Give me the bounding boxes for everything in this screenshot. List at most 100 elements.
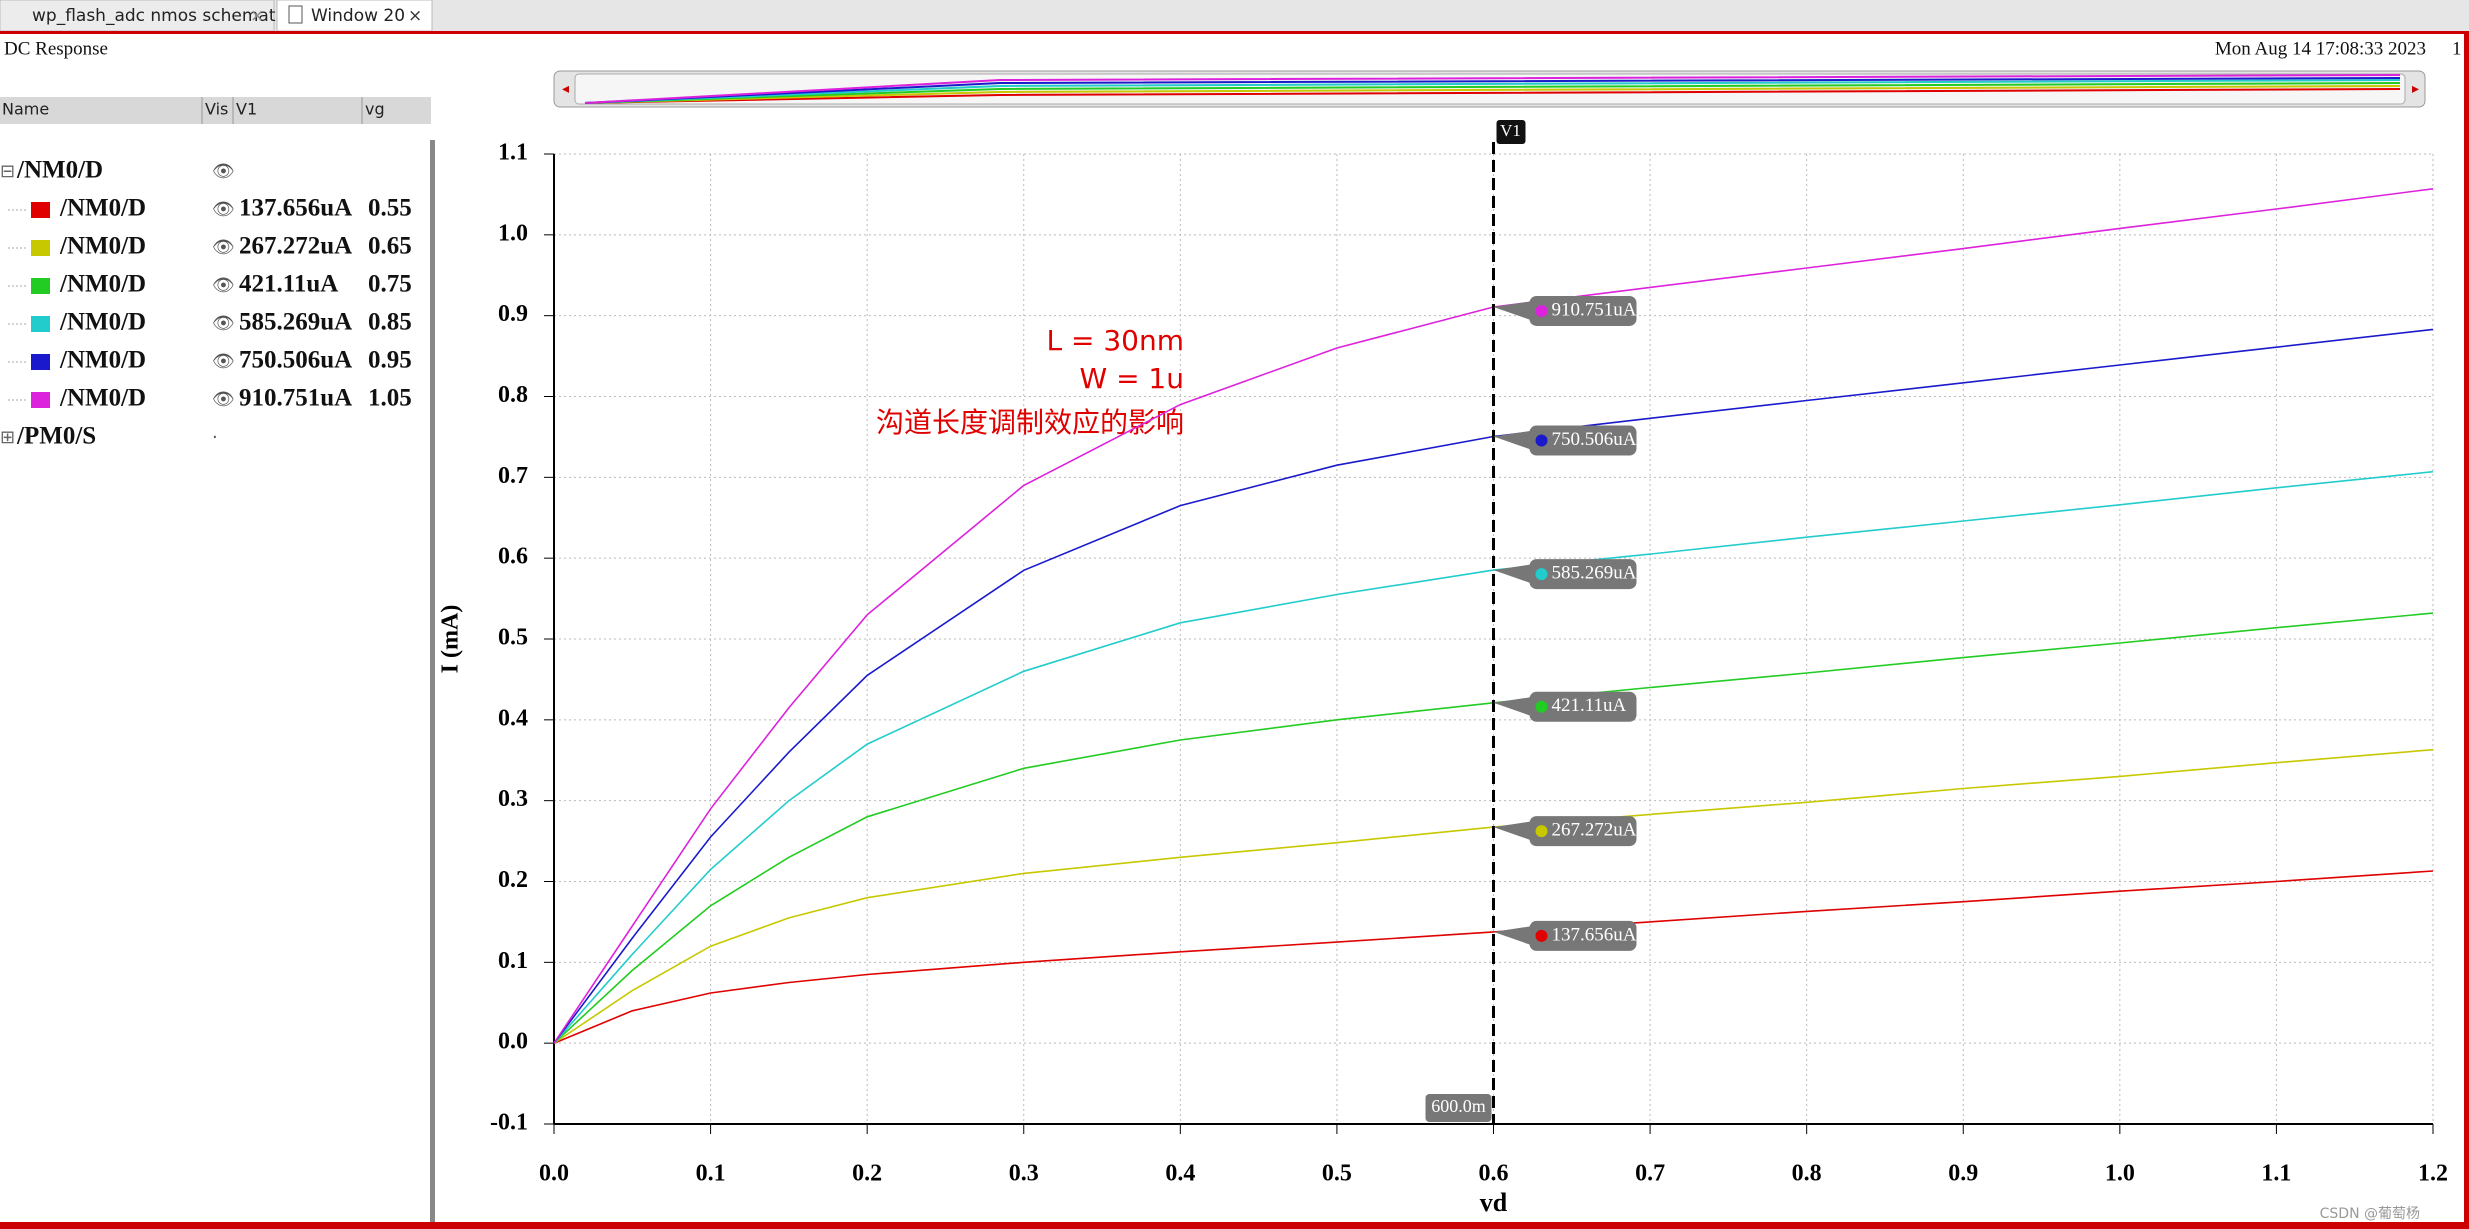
page-number: 1 [2452, 38, 2462, 59]
tab[interactable] [0, 0, 275, 32]
visibility[interactable]: 👁 [212, 275, 235, 296]
column-header: Name [2, 100, 49, 119]
visibility[interactable]: 👁 [212, 199, 235, 220]
signal-name: /NM0/D [59, 233, 146, 260]
window-border [0, 1222, 2469, 1229]
group-name: /NM0/D [16, 157, 103, 184]
cursor-value-box [1529, 920, 1637, 951]
visibility[interactable]: 👁 [212, 313, 235, 334]
signal-name: /NM0/D [59, 271, 146, 298]
swatch [31, 202, 50, 218]
x-tick-label: 0.1 [696, 1161, 726, 1187]
cursor-name: V1 [1500, 121, 1521, 140]
visibility[interactable]: 👁 [212, 237, 235, 258]
cursor-leader [1493, 564, 1534, 585]
expander: ⊞ [0, 427, 15, 448]
cursor-point [1535, 825, 1548, 838]
annotation: W = 1u [1079, 362, 1184, 395]
column-header: V1 [236, 100, 257, 119]
x-tick-label: 0.3 [1009, 1161, 1039, 1187]
cursor-value-label: 585.269uA [1552, 562, 1637, 583]
signal-vg: 0.95 [368, 347, 412, 374]
window-title: DC Response [4, 38, 108, 59]
series-line [553, 612, 2434, 1044]
signal-vg: 0.75 [368, 271, 412, 298]
cursor-value-label: 137.656uA [1552, 924, 1637, 945]
signal-v1: 750.506uA [239, 347, 352, 374]
signal-name: /NM0/D [59, 385, 146, 412]
signal-v1: 421.11uA [239, 271, 338, 298]
series-line [553, 748, 2434, 1044]
x-tick-label: 1.0 [2105, 1161, 2135, 1187]
signal-v1: 137.656uA [239, 195, 352, 222]
scroll-left[interactable]: ◂ [562, 81, 569, 97]
annotation: 沟道长度调制效应的影响 [876, 406, 1184, 439]
cursor-value-box [1529, 295, 1637, 326]
visibility[interactable]: 👁 [212, 351, 235, 372]
cursor-x-label: 600.0m [1431, 1096, 1486, 1116]
tab-close[interactable]: × [408, 6, 422, 26]
cursor-leader [1493, 300, 1534, 321]
y-tick-label: 0.3 [498, 786, 528, 812]
swatch [31, 278, 50, 294]
swatch [31, 316, 50, 332]
expander: ⊟ [0, 161, 15, 182]
y-tick-label: -0.1 [490, 1110, 528, 1136]
cursor-value-label: 750.506uA [1552, 429, 1637, 450]
cursor-leader [1493, 430, 1534, 451]
visibility[interactable]: 👁 [212, 161, 235, 182]
timestamp: Mon Aug 14 17:08:33 2023 [2215, 38, 2426, 59]
y-tick-label: 0.8 [498, 382, 528, 408]
series-line [553, 328, 2434, 1044]
x-tick-label: 0.6 [1479, 1161, 1509, 1187]
overview-traces [584, 74, 2401, 104]
column-header: Vis [205, 100, 228, 119]
swatch [31, 354, 50, 370]
x-tick-label: 0.9 [1948, 1161, 1978, 1187]
cursor-tag [1496, 120, 1526, 144]
swatch [31, 240, 50, 256]
cursor-leader [1493, 696, 1534, 717]
cursor-point [1535, 304, 1548, 317]
cursor-point [1535, 700, 1548, 713]
column-header: vg [365, 100, 385, 119]
signal-name: /NM0/D [59, 347, 146, 374]
series-line [553, 188, 2434, 1044]
signal-v1: 267.272uA [239, 233, 352, 260]
window-border [2464, 31, 2469, 1229]
signal-vg: 1.05 [368, 385, 412, 412]
visibility[interactable]: 👁 [212, 389, 235, 410]
cursor-point [1535, 434, 1548, 447]
tab-close[interactable]: × [250, 6, 264, 26]
signal-name: /NM0/D [59, 309, 146, 336]
tab-active[interactable] [276, 0, 433, 32]
cursor-value-box [1529, 691, 1637, 722]
panel-header [0, 97, 431, 124]
series-line [553, 870, 2434, 1044]
x-tick-label: 0.7 [1635, 1161, 1665, 1187]
scroll-right[interactable]: ▸ [2412, 81, 2419, 97]
x-tick-label: 0.8 [1792, 1161, 1822, 1187]
y-tick-label: 1.1 [498, 140, 528, 166]
annotation: L = 30nm [1046, 324, 1184, 357]
cursor-leader [1493, 821, 1534, 842]
signal-panel: Name Vis V1 vg⊟/NM0/D 👁/NM0/D 👁 137.656uA 0.55/… [0, 97, 412, 450]
cursor-value-label: 421.11uA [1552, 695, 1627, 716]
x-tick-label: 1.2 [2418, 1161, 2448, 1187]
x-axis-label: vd [1480, 1188, 1508, 1217]
y-tick-label: 0.0 [498, 1029, 528, 1055]
visibility[interactable]: · [212, 427, 218, 448]
x-tick-label: 0.2 [852, 1161, 882, 1187]
y-tick-label: 0.1 [498, 948, 528, 974]
y-tick-label: 0.7 [498, 463, 528, 489]
tab-label: Window 20 [311, 6, 405, 26]
x-tick-label: 0.4 [1165, 1161, 1195, 1187]
signal-name: /NM0/D [59, 195, 146, 222]
splitter[interactable] [430, 140, 435, 1222]
window-border [0, 31, 2469, 34]
watermark: CSDN @葡萄杨 [2320, 1206, 2420, 1222]
signal-vg: 0.55 [368, 195, 412, 222]
y-tick-label: 0.6 [498, 544, 528, 570]
x-tick-label: 0.0 [539, 1161, 569, 1187]
